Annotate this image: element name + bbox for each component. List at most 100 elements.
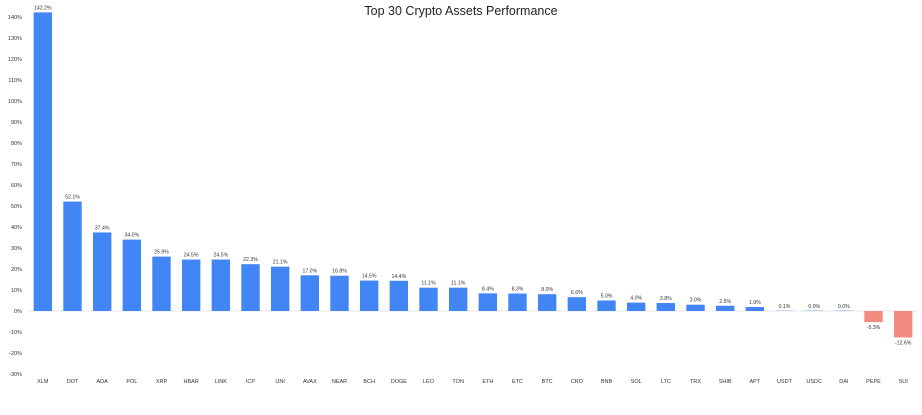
data-label: 16.8% (332, 269, 347, 275)
data-label: 142.2% (34, 5, 52, 11)
data-label: 11.1% (421, 281, 436, 287)
y-tick-label: 100% (8, 99, 22, 105)
y-tick-label: -10% (9, 330, 22, 336)
x-tick-label: ICP (246, 379, 256, 385)
bar (864, 311, 883, 323)
bar (63, 201, 82, 311)
data-label: 0.0% (838, 304, 850, 310)
bar (508, 293, 527, 311)
data-label: 25.9% (154, 250, 169, 256)
bar (745, 307, 765, 311)
data-label: 3.0% (690, 298, 702, 304)
x-tick-label: USDT (777, 379, 793, 385)
y-tick-label: 120% (8, 57, 22, 63)
data-label: 8.4% (482, 286, 494, 292)
bar (567, 297, 587, 311)
data-label: 5.0% (601, 294, 613, 300)
data-label: 24.5% (184, 253, 199, 259)
x-tick-label: USDC (806, 379, 822, 385)
y-tick-label: 110% (8, 78, 22, 84)
bar (152, 256, 171, 311)
x-tick-label: SUI (899, 379, 909, 385)
bar (715, 305, 735, 311)
bar (211, 259, 231, 311)
bar (33, 12, 53, 311)
x-tick-label: SOL (631, 379, 642, 385)
bar (419, 287, 438, 311)
bar (359, 280, 379, 311)
bar (478, 293, 498, 311)
data-label: 3.8% (660, 296, 672, 302)
x-tick-label: ETC (512, 379, 523, 385)
y-tick-label: 0% (14, 309, 22, 315)
x-tick-label: UNI (275, 379, 285, 385)
x-tick-label: APT (749, 379, 760, 385)
data-label: 0.1% (779, 304, 791, 310)
bar (330, 275, 349, 311)
data-label: 52.1% (65, 195, 80, 201)
bar (448, 287, 468, 311)
bar (389, 280, 409, 311)
x-tick-label: BCH (363, 379, 375, 385)
data-label: 21.1% (273, 260, 288, 266)
y-tick-label: 90% (11, 120, 22, 126)
x-tick-label: BTC (542, 379, 553, 385)
y-tick-label: 20% (11, 267, 22, 273)
data-label: 11.1% (451, 281, 466, 287)
x-tick-label: ADA (97, 379, 109, 385)
y-tick-label: 130% (8, 36, 22, 42)
x-tick-label: BNB (601, 379, 613, 385)
data-label: 8.3% (512, 287, 524, 293)
data-label: -12.6% (895, 340, 912, 346)
y-tick-label: 60% (11, 183, 22, 189)
x-tick-label: LTC (661, 379, 671, 385)
bar (270, 266, 290, 311)
chart-title: Top 30 Crypto Assets Performance (364, 4, 558, 18)
x-tick-label: TON (452, 379, 464, 385)
bar (537, 294, 557, 311)
bar (686, 304, 705, 311)
y-tick-label: 50% (11, 204, 22, 210)
y-tick-label: 40% (11, 225, 22, 231)
data-label: 14.4% (391, 274, 406, 280)
bar (122, 239, 142, 311)
data-label: 37.4% (95, 225, 110, 231)
bar (92, 232, 112, 311)
bar (181, 259, 201, 311)
y-tick-label: 30% (11, 246, 22, 252)
data-label: 8.0% (541, 287, 553, 293)
data-label: 1.9% (749, 300, 761, 306)
x-tick-label: DAI (839, 379, 849, 385)
x-tick-label: SHIB (719, 379, 732, 385)
y-tick-label: 70% (11, 162, 22, 168)
x-tick-label: CRO (571, 379, 584, 385)
x-tick-label: LINK (215, 379, 228, 385)
x-tick-label: AVAX (303, 379, 317, 385)
bar (656, 303, 676, 311)
y-tick-label: -20% (9, 351, 22, 357)
x-tick-label: PEPE (866, 379, 881, 385)
x-tick-label: XLM (37, 379, 49, 385)
data-label: 0.0% (808, 304, 820, 310)
data-label: 22.3% (243, 257, 258, 263)
y-tick-label: 80% (11, 141, 22, 147)
x-tick-label: ETH (482, 379, 493, 385)
data-label: 4.0% (630, 296, 642, 302)
x-tick-label: NEAR (332, 379, 347, 385)
data-label: 6.6% (571, 290, 583, 296)
bar (241, 264, 260, 311)
bar (893, 311, 913, 338)
data-label: -5.3% (867, 325, 881, 331)
x-tick-label: DOGE (391, 379, 408, 385)
x-tick-label: HBAR (184, 379, 199, 385)
data-label: 34.0% (124, 233, 139, 239)
x-tick-label: TRX (690, 379, 701, 385)
x-tick-label: DOT (67, 379, 79, 385)
data-label: 14.5% (362, 274, 377, 280)
x-tick-label: XRP (156, 379, 168, 385)
y-tick-label: 140% (8, 15, 22, 21)
data-label: 24.5% (213, 253, 228, 259)
y-tick-label: 10% (11, 288, 22, 294)
